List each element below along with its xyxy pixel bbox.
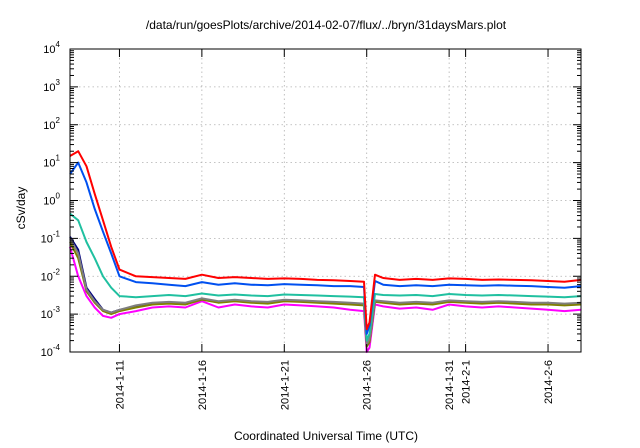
y-tick-exponent: 2 xyxy=(56,116,61,125)
x-tick-label: 2014-1-31 xyxy=(444,360,456,410)
y-tick-base: 10 xyxy=(41,271,53,283)
series-line xyxy=(69,150,582,331)
x-axis: 2014-1-11 2014-1-16 2014-1-21 2014-1-26 2014… xyxy=(114,49,555,410)
y-tick-base: 10 xyxy=(41,347,53,359)
y-tick-base: 10 xyxy=(43,82,55,94)
y-tick-label: 103 xyxy=(43,78,60,94)
chart-title: /data/run/goesPlots/archive/2014-02-07/f… xyxy=(146,18,507,32)
series-line xyxy=(69,241,582,348)
y-tick-label: 10-3 xyxy=(41,305,61,321)
y-tick-exponent: -2 xyxy=(53,267,61,276)
y-tick-exponent: 3 xyxy=(56,78,61,87)
y-tick-label: 104 xyxy=(43,40,60,56)
y-tick-base: 10 xyxy=(41,233,53,245)
y-tick-base: 10 xyxy=(43,158,55,170)
x-tick-label: 2014-2-6 xyxy=(543,360,555,404)
series-line xyxy=(69,161,582,335)
x-tick-label: 2014-1-11 xyxy=(114,360,126,409)
y-tick-label: 100 xyxy=(43,192,60,208)
series-group xyxy=(69,150,582,353)
y-tick-label: 10-1 xyxy=(41,229,61,245)
y-tick-base: 10 xyxy=(43,44,55,56)
y-tick-label: 101 xyxy=(43,154,60,170)
series-line xyxy=(69,212,582,342)
y-tick-label: 10-2 xyxy=(41,267,61,283)
series-line xyxy=(69,237,582,346)
y-axis-label: cSv/day xyxy=(14,187,28,230)
x-tick-label: 2014-1-16 xyxy=(197,360,209,410)
x-tick-label: 2014-1-26 xyxy=(362,360,374,410)
y-tick-exponent: -3 xyxy=(53,305,61,314)
x-axis-label: Coordinated Universal Time (UTC) xyxy=(234,429,418,443)
y-tick-base: 10 xyxy=(43,196,55,208)
y-tick-base: 10 xyxy=(41,309,53,321)
y-tick-exponent: 1 xyxy=(56,154,61,163)
y-tick-exponent: -1 xyxy=(53,229,61,238)
x-tick-label: 2014-1-21 xyxy=(279,360,291,410)
y-tick-label: 10-4 xyxy=(41,343,61,359)
x-tick-label: 2014-2-1 xyxy=(461,360,473,404)
y-tick-base: 10 xyxy=(43,120,55,132)
y-tick-label: 102 xyxy=(43,116,60,132)
y-tick-exponent: -4 xyxy=(53,343,61,352)
series-line xyxy=(69,246,582,353)
y-tick-exponent: 0 xyxy=(56,192,61,201)
y-tick-exponent: 4 xyxy=(56,40,61,49)
